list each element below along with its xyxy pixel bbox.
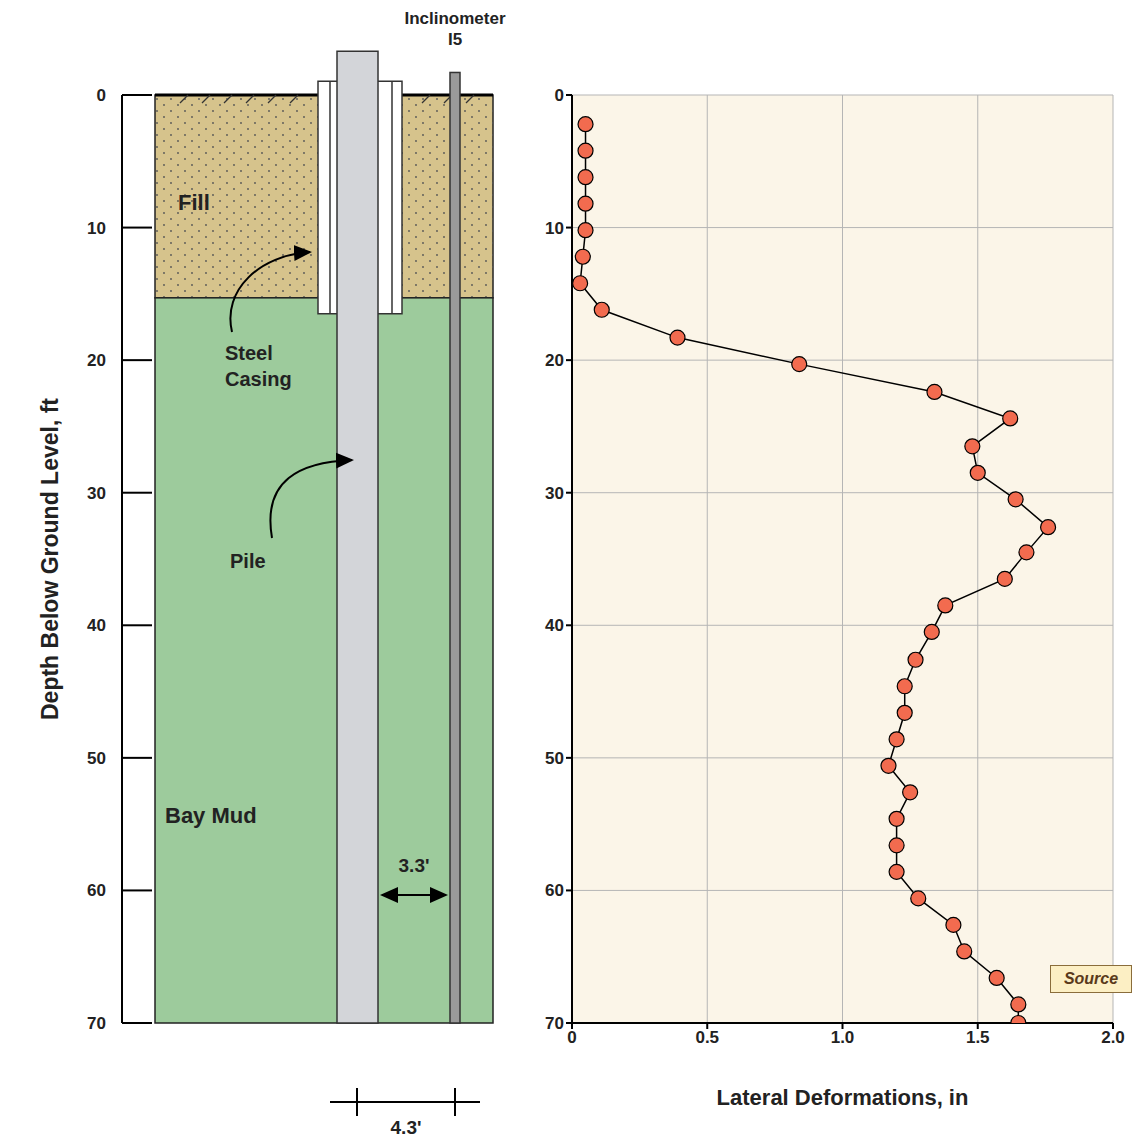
html-text:Source: Source [1063,970,1119,987]
svg-text:0: 0 [97,86,106,105]
svg-text:4.3': 4.3' [391,1117,422,1138]
svg-text:30: 30 [87,484,106,503]
svg-text:60: 60 [87,881,106,900]
svg-text:70: 70 [545,1014,564,1033]
svg-text:0.5: 0.5 [695,1028,719,1047]
svg-text:60: 60 [545,881,564,900]
svg-text:20: 20 [545,351,564,370]
svg-text:0: 0 [555,86,564,105]
svg-text:10: 10 [87,219,106,238]
svg-text:20: 20 [87,351,106,370]
svg-text:40: 40 [545,616,564,635]
svg-text:I5: I5 [448,30,462,49]
svg-text:70: 70 [87,1014,106,1033]
svg-text:Fill: Fill [178,190,210,215]
svg-text:Casing: Casing [225,368,292,390]
svg-text:Depth Below Ground Level, ft: Depth Below Ground Level, ft [37,398,63,720]
svg-text:Lateral Deformations, in: Lateral Deformations, in [717,1085,969,1110]
svg-text:Inclinometer: Inclinometer [404,9,505,28]
svg-text:50: 50 [87,749,106,768]
svg-text:40: 40 [87,616,106,635]
svg-text:3.3': 3.3' [399,855,430,876]
svg-text:Steel: Steel [225,342,273,364]
svg-text:1.0: 1.0 [831,1028,855,1047]
svg-text:30: 30 [545,484,564,503]
svg-text:Bay Mud: Bay Mud [165,803,257,828]
svg-text:2.0: 2.0 [1101,1028,1125,1047]
svg-text:Pile: Pile [230,550,266,572]
svg-text:50: 50 [545,749,564,768]
svg-text:0: 0 [567,1028,576,1047]
svg-text:10: 10 [545,219,564,238]
svg-text:1.5: 1.5 [966,1028,990,1047]
